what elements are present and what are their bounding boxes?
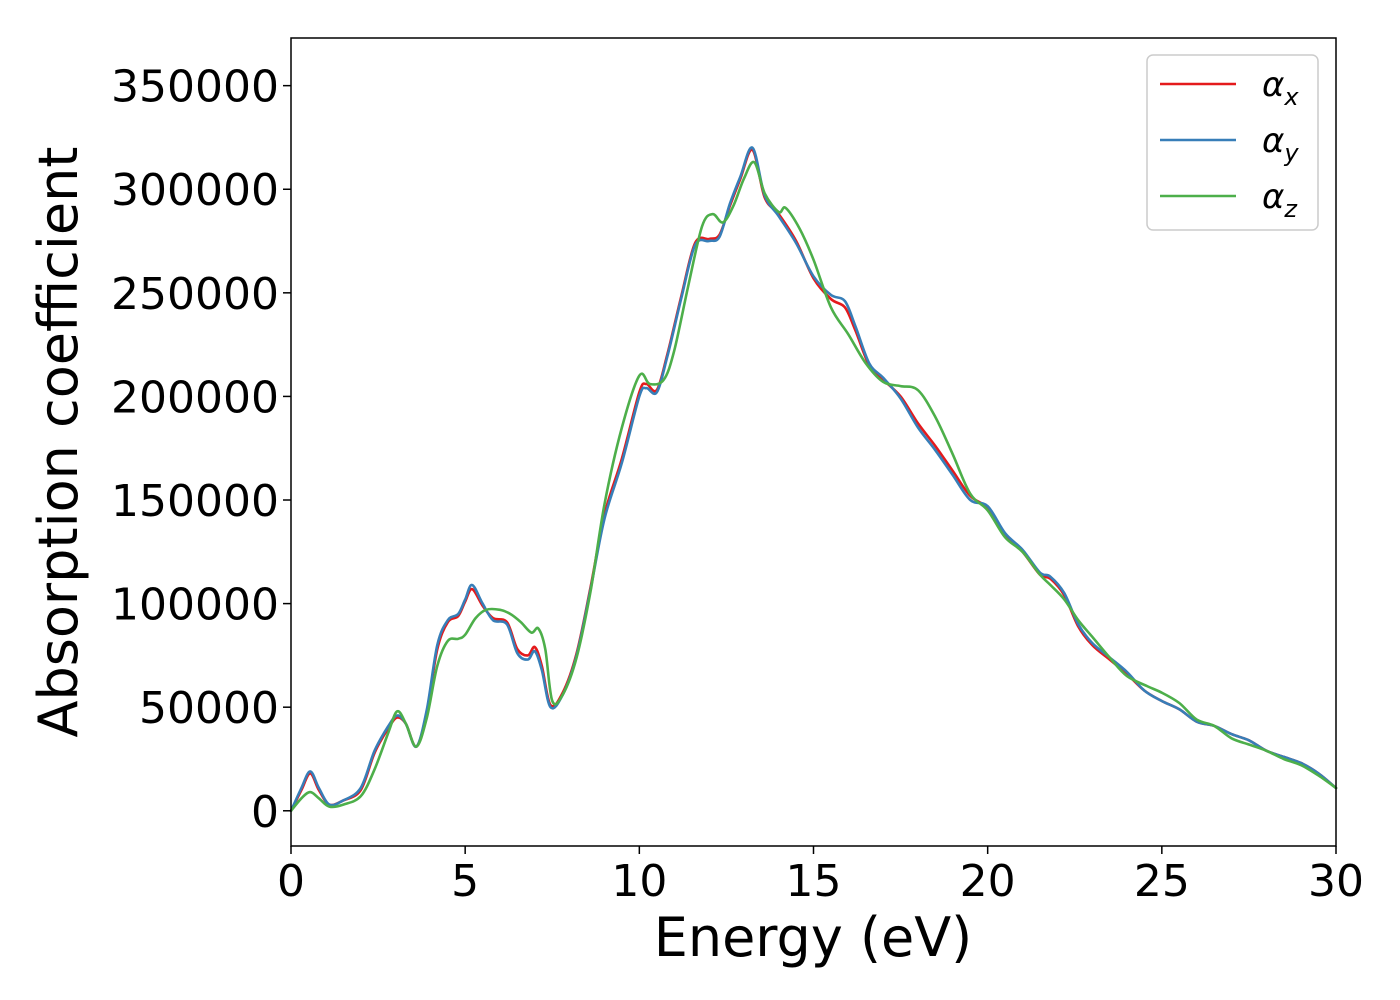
y-tick-label: 250000 bbox=[111, 269, 279, 320]
series-line-z bbox=[289, 160, 1338, 813]
legend-label-y: αy bbox=[1262, 121, 1299, 167]
y-axis: 0 50000 100000 150000 200000 250000 300000 3500… bbox=[111, 62, 291, 838]
y-tick-label: 150000 bbox=[111, 476, 279, 527]
x-tick-label: 0 bbox=[277, 856, 305, 907]
x-tick-label: 10 bbox=[611, 856, 667, 907]
legend-box bbox=[1146, 54, 1319, 231]
x-tick-label: 5 bbox=[451, 856, 479, 907]
y-tick-label: 350000 bbox=[111, 62, 279, 113]
y-tick-label: 0 bbox=[251, 787, 279, 838]
y-tick-label: 200000 bbox=[111, 372, 279, 423]
y-tick-label: 50000 bbox=[139, 683, 279, 734]
x-tick-label: 30 bbox=[1308, 856, 1364, 907]
y-axis-label: Absorption coefficient bbox=[27, 147, 90, 738]
x-tick-label: 20 bbox=[960, 856, 1016, 907]
legend: αx αy αz bbox=[1146, 54, 1319, 231]
x-tick-label: 25 bbox=[1134, 856, 1190, 907]
x-axis: 0 5 10 15 20 25 30 bbox=[277, 846, 1364, 907]
y-tick-label: 300000 bbox=[111, 165, 279, 216]
x-tick-label: 15 bbox=[786, 856, 842, 907]
y-tick-label: 100000 bbox=[111, 580, 279, 631]
legend-label-z: αz bbox=[1262, 177, 1298, 223]
series-layer bbox=[289, 146, 1338, 813]
x-axis-label: Energy (eV) bbox=[654, 906, 973, 969]
legend-label-x: αx bbox=[1262, 65, 1299, 111]
